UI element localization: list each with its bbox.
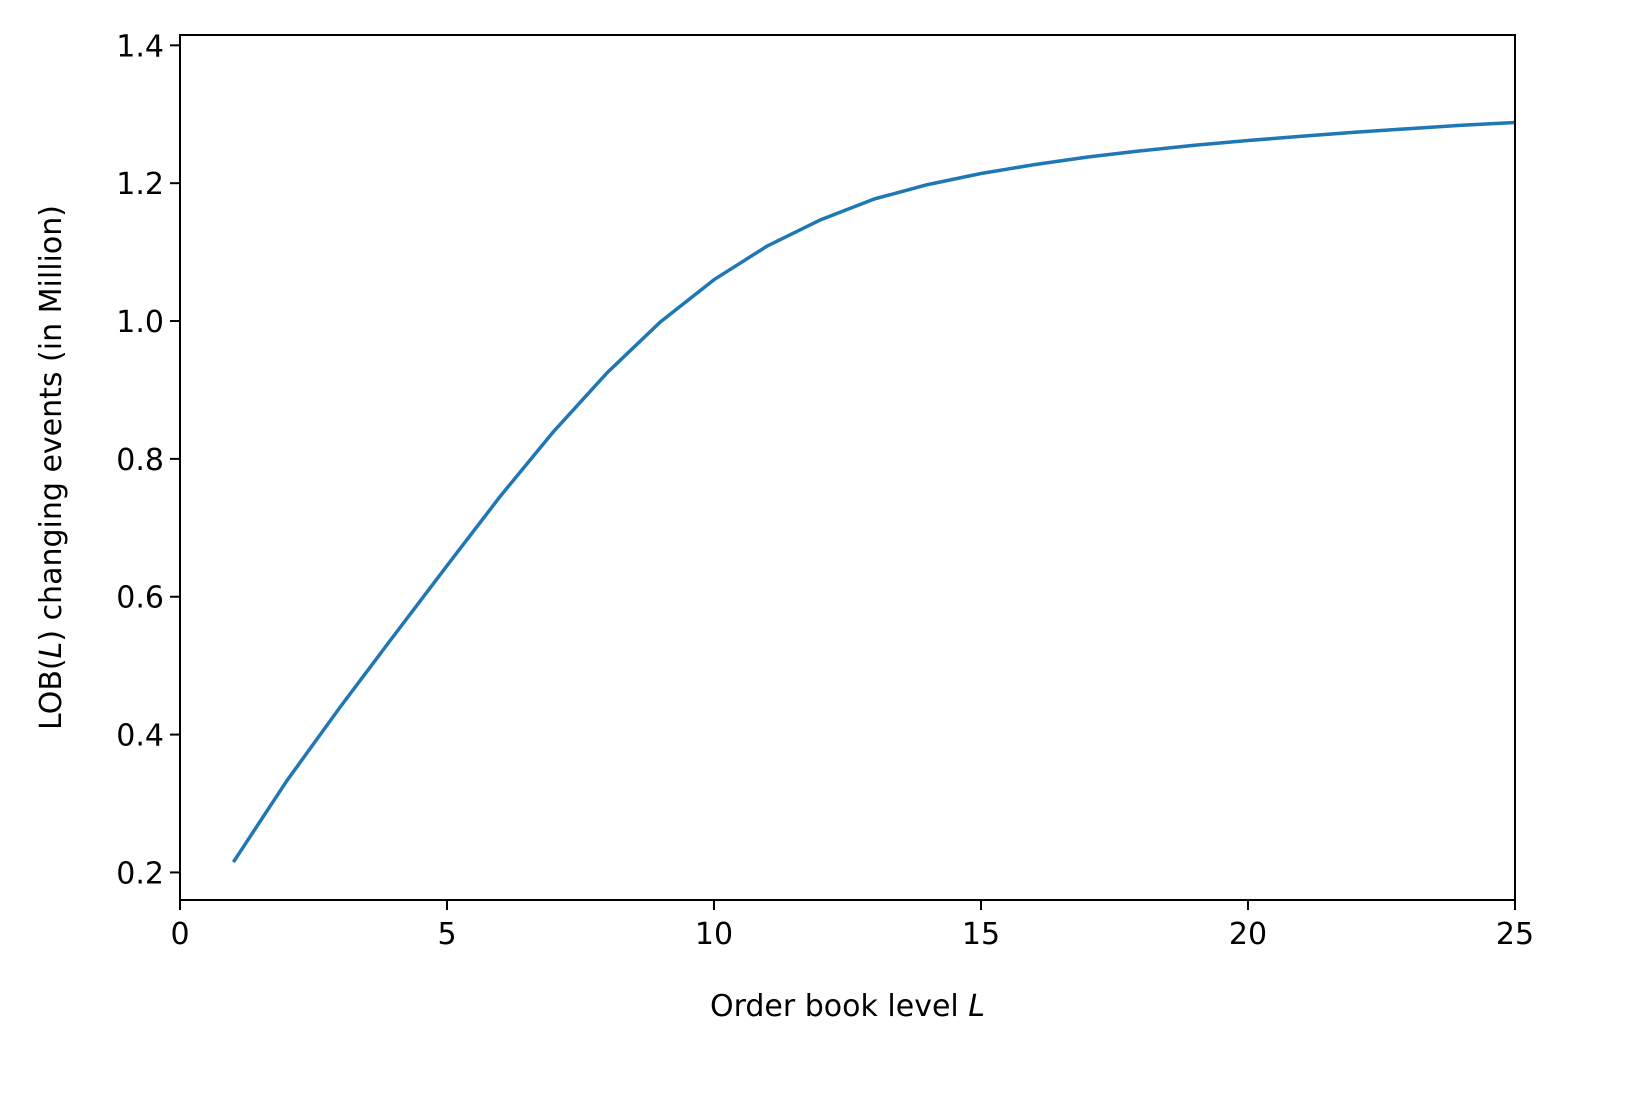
plot-frame (179, 34, 1516, 901)
x-tick-label: 15 (962, 917, 1000, 952)
x-tick-label: 0 (170, 917, 189, 952)
y-tick-label: 0.2 (116, 856, 164, 891)
x-axis-label: Order book level L (710, 989, 985, 1024)
y-axis-label-italic: L (34, 642, 69, 659)
x-axis: 0 5 10 15 20 25 (170, 900, 1534, 952)
x-axis-label-prefix: Order book level (710, 989, 968, 1024)
y-tick-label: 0.6 (116, 581, 164, 616)
x-tick-label: 20 (1229, 917, 1267, 952)
series-layer (231, 120, 1516, 864)
x-tick-label: 10 (695, 917, 733, 952)
y-axis-label-prefix: LOB( (34, 658, 69, 730)
x-tick-label: 5 (437, 917, 456, 952)
series-line-0 (231, 120, 1516, 864)
y-axis-label: LOB(L) changing events (in Million) (34, 205, 69, 730)
y-tick-label: 0.4 (116, 719, 164, 754)
x-tick-label: 25 (1496, 917, 1534, 952)
y-tick-label: 1.0 (116, 305, 164, 340)
y-axis-label-suffix: ) changing events (in Million) (34, 205, 69, 642)
y-tick-label: 1.2 (116, 167, 164, 202)
y-axis: 0.2 0.4 0.6 0.8 1.0 1.2 1.4 (116, 29, 180, 891)
x-axis-label-italic: L (968, 989, 985, 1024)
y-tick-label: 0.8 (116, 443, 164, 478)
y-tick-label: 1.4 (116, 29, 164, 64)
